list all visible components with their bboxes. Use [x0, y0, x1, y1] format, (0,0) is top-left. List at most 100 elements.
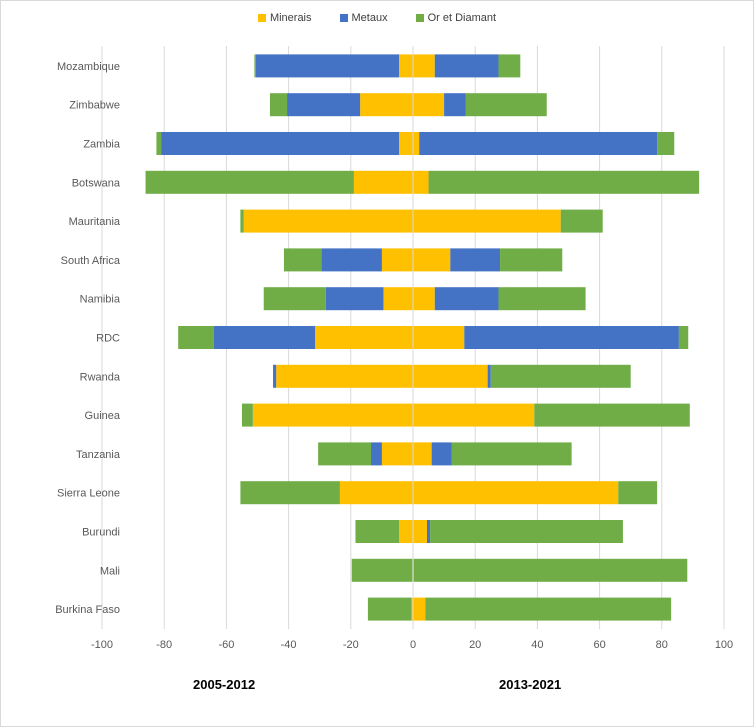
bar-segment: [413, 597, 426, 621]
bar-segment: [411, 597, 413, 621]
legend-item-or-diamant: Or et Diamant: [415, 12, 497, 24]
category-label: Zimbabwe: [69, 100, 120, 112]
bar-segment: [434, 54, 499, 78]
category-label: Mali: [100, 565, 120, 577]
bar-segment: [240, 481, 340, 505]
legend-label-metaux: Metaux: [351, 12, 388, 24]
bar-segment: [399, 54, 413, 78]
bar-segment: [321, 248, 382, 272]
bar-segment: [464, 326, 679, 349]
bar-segment: [413, 520, 427, 543]
bar-segment: [487, 364, 491, 388]
x-tick-label: -60: [218, 639, 234, 651]
category-label: Botswana: [72, 177, 121, 189]
bar-segment: [318, 442, 372, 466]
bar-segment: [560, 209, 603, 233]
bar-segment: [413, 442, 432, 466]
bar-segment: [444, 93, 466, 117]
bar-segment: [360, 93, 413, 117]
bar-segment: [325, 287, 384, 311]
bar-segment: [413, 93, 445, 117]
bar-segment: [413, 132, 420, 155]
bar-segment: [371, 442, 382, 466]
bar-segment: [351, 558, 413, 582]
bar-segment: [678, 326, 689, 349]
period-label-right: 2013-2021: [499, 677, 562, 692]
bar-segment: [428, 170, 700, 194]
bar-segment: [413, 481, 619, 505]
bar-segment: [399, 132, 413, 155]
legend-item-metaux: Metaux: [339, 12, 388, 24]
category-label: Guinea: [85, 410, 121, 422]
bar-segment: [426, 520, 431, 543]
bar-segment: [252, 403, 413, 427]
category-label: Tanzania: [76, 449, 121, 461]
x-tick-label: 80: [656, 639, 668, 651]
x-tick-label: 100: [715, 639, 733, 651]
legend-label-or-diamant: Or et Diamant: [427, 12, 497, 24]
category-label: Sierra Leone: [57, 488, 120, 500]
bar-segment: [381, 248, 413, 272]
category-label: South Africa: [61, 255, 121, 267]
x-tick-label: 20: [469, 639, 481, 651]
bar-segment: [355, 520, 400, 543]
bar-segment: [413, 209, 561, 233]
bar-segment: [534, 403, 690, 427]
bar-segment: [255, 54, 400, 78]
bar-segment: [383, 287, 413, 311]
bar-segment: [413, 287, 435, 311]
bar-segment: [413, 558, 688, 582]
bar-segment: [413, 326, 465, 349]
category-label: Rwanda: [80, 371, 121, 383]
x-tick-label: -80: [156, 639, 172, 651]
legend-item-minerais: Minerais: [257, 12, 312, 24]
bar-segment: [353, 170, 413, 194]
bar-segment: [243, 209, 413, 233]
bar-segment: [269, 93, 288, 117]
category-label: Mauritania: [69, 216, 121, 228]
bar-segment: [241, 403, 253, 427]
bar-segment: [161, 132, 400, 155]
x-tick-label: 0: [410, 639, 416, 651]
category-label: Burkina Faso: [55, 604, 120, 616]
bar-segment: [367, 597, 412, 621]
x-tick-label: 60: [593, 639, 605, 651]
bar-segment: [315, 326, 413, 349]
bar-segment: [240, 209, 244, 233]
bar-segment: [498, 287, 586, 311]
bar-segment: [145, 170, 354, 194]
bar-segment: [498, 54, 521, 78]
bar-segment: [283, 248, 322, 272]
bar-segment: [178, 326, 214, 349]
x-tick-label: -100: [91, 639, 113, 651]
category-label: Namibia: [80, 294, 121, 306]
bar-segment: [434, 287, 499, 311]
x-tick-label: 40: [531, 639, 543, 651]
bar-segment: [339, 481, 413, 505]
chart-legend: Minerais Metaux Or et Diamant: [0, 12, 754, 24]
bar-segment: [413, 54, 435, 78]
bar-segment: [465, 93, 547, 117]
legend-swatch-metaux: [339, 14, 348, 22]
bar-segment: [213, 326, 316, 349]
bar-segment: [618, 481, 658, 505]
category-label: Mozambique: [57, 61, 120, 73]
bar-segment: [399, 520, 413, 543]
bar-segment: [413, 248, 451, 272]
category-label: Burundi: [82, 527, 120, 539]
legend-swatch-or-diamant: [415, 14, 424, 22]
bar-segment: [450, 248, 501, 272]
bar-segment: [156, 132, 162, 155]
x-tick-label: -40: [281, 639, 297, 651]
bar-segment: [413, 170, 429, 194]
bar-segment: [276, 364, 413, 388]
bar-segment: [425, 597, 672, 621]
bar-segment: [273, 364, 277, 388]
bar-segment: [381, 442, 413, 466]
bar-segment: [500, 248, 563, 272]
bar-segment: [413, 364, 488, 388]
bar-segment: [254, 54, 256, 78]
bar-segment: [431, 442, 452, 466]
bar-segment: [263, 287, 326, 311]
